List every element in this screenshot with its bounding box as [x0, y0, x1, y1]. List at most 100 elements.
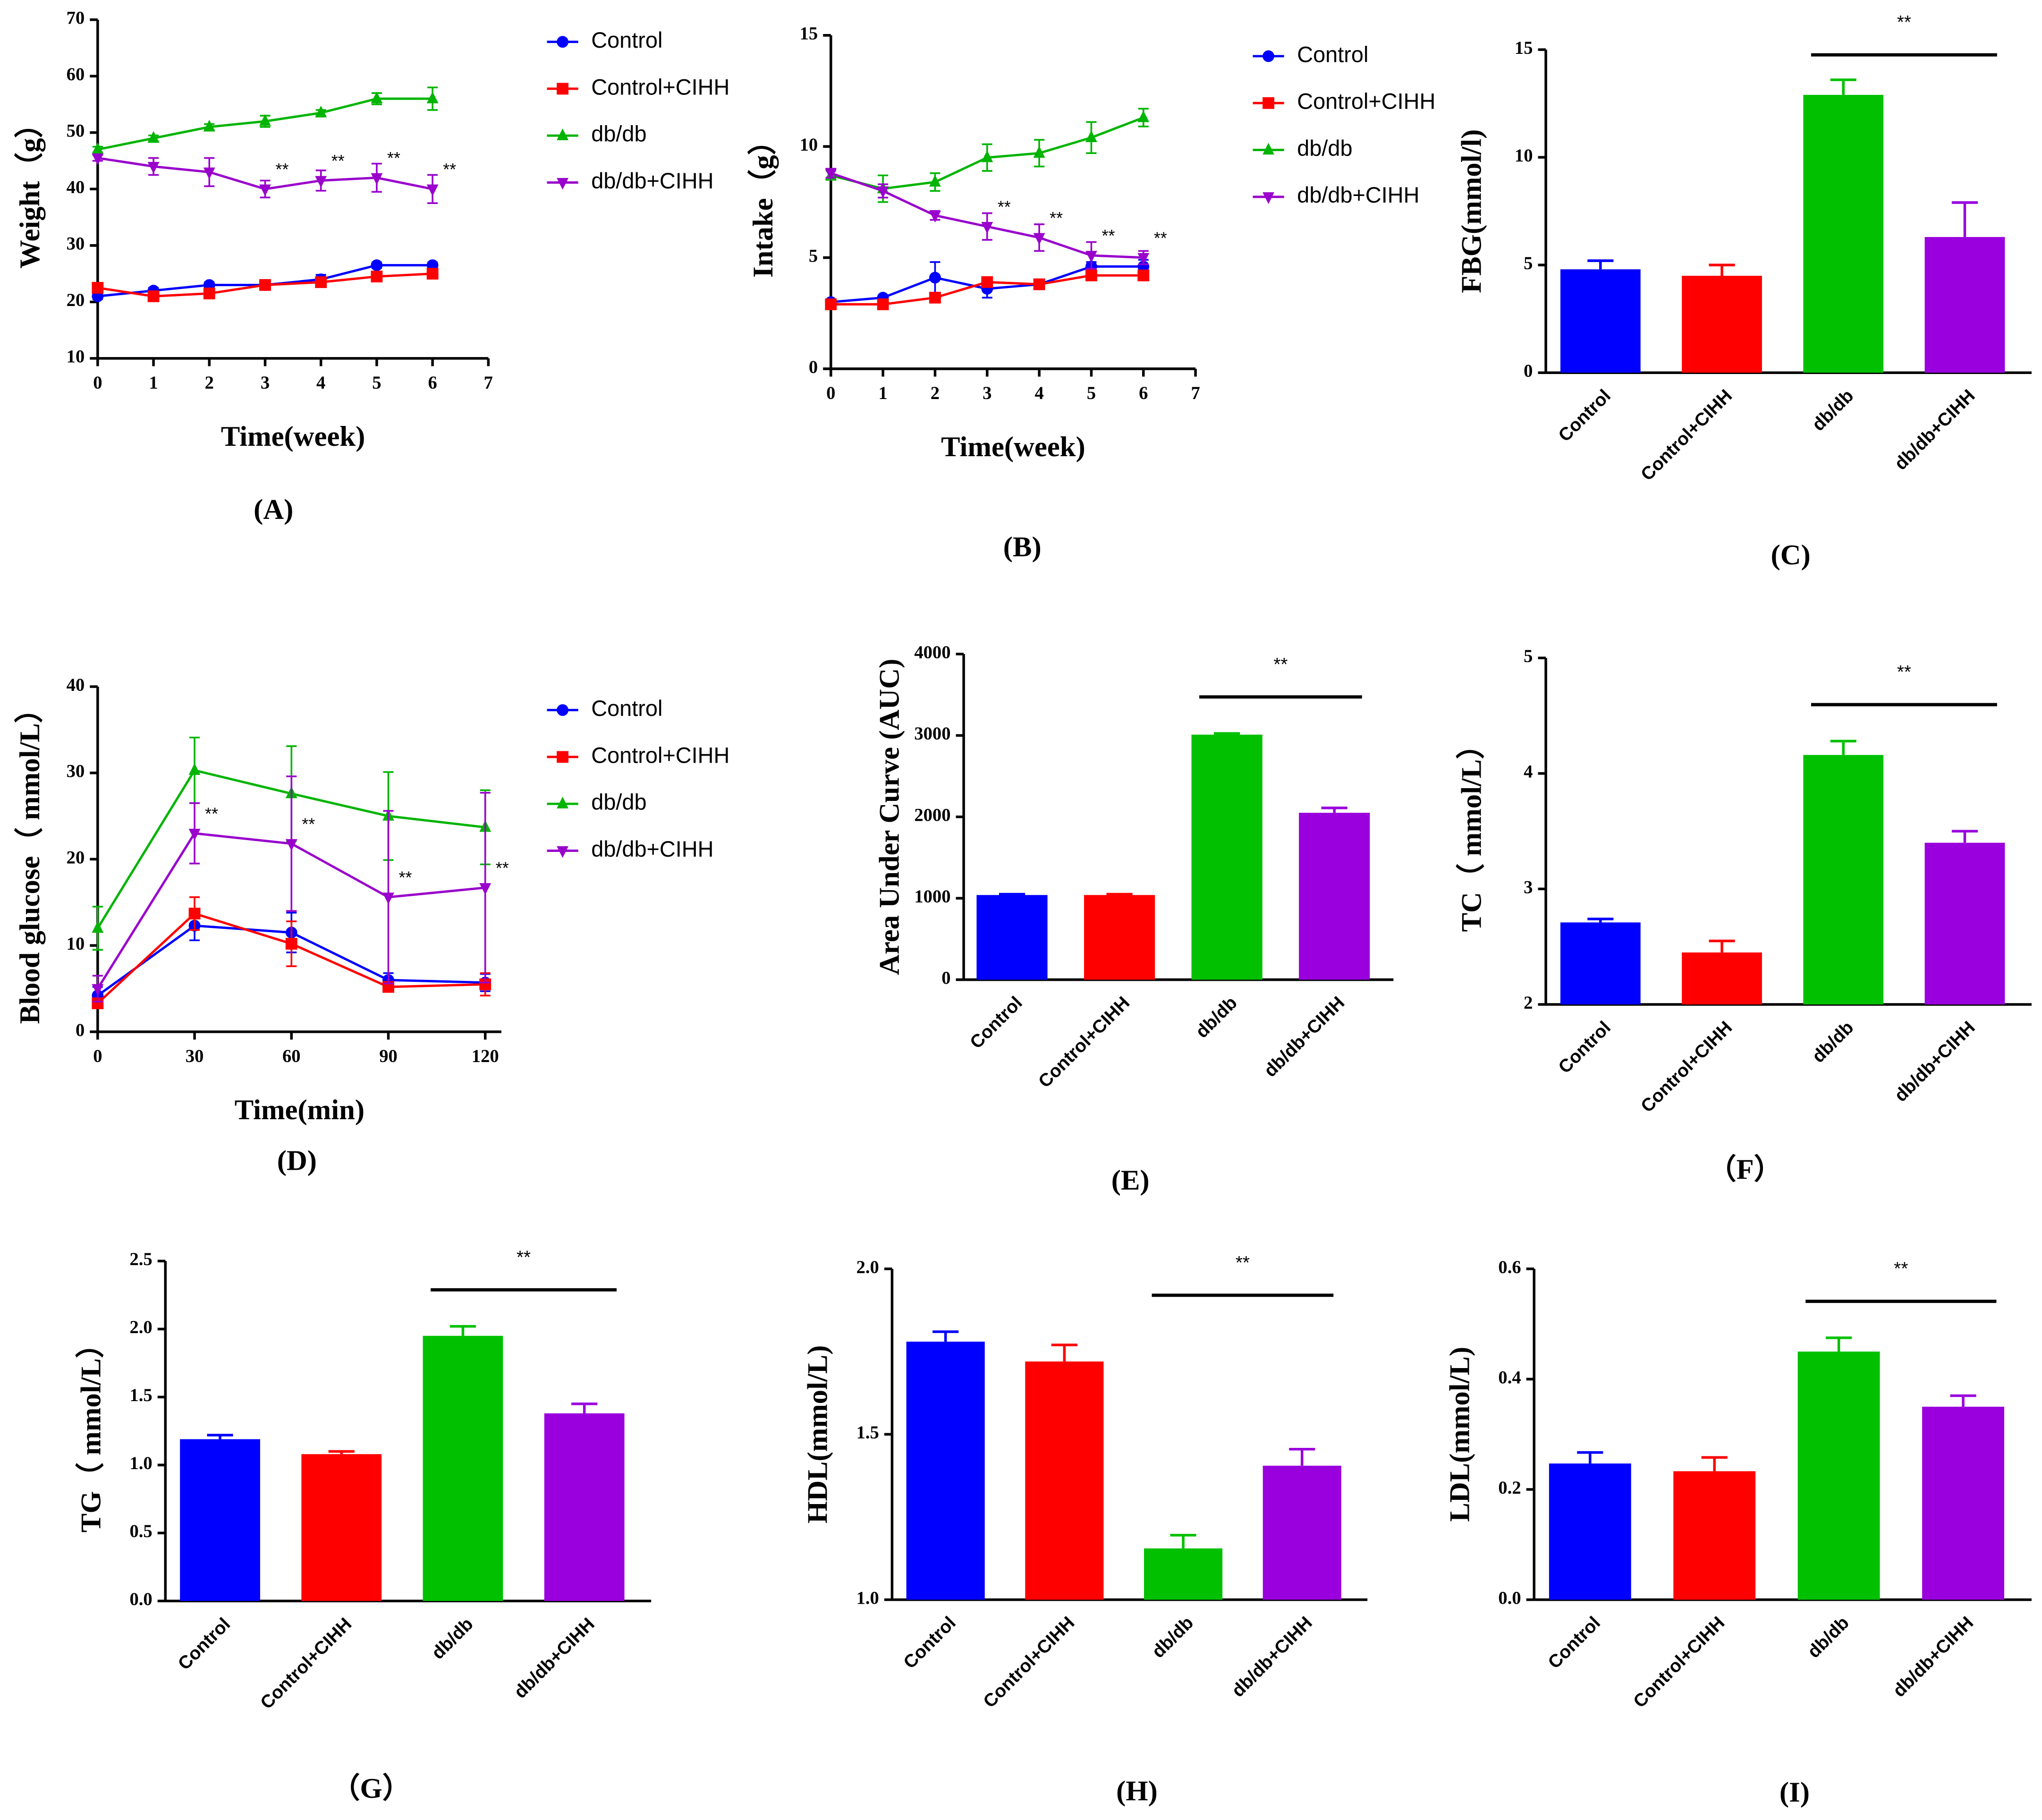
- error-bar: [1951, 830, 1978, 843]
- legend-label: db/db: [1297, 136, 1352, 161]
- legend-marker: [557, 83, 568, 95]
- error-bar: [1830, 78, 1856, 95]
- error-bar: [1709, 264, 1735, 276]
- error-bar: [1587, 259, 1614, 270]
- y-tick-label: 40: [67, 675, 85, 695]
- y-tick-label: 3: [1524, 877, 1533, 897]
- error-bar: [1106, 893, 1133, 896]
- legend-label: Control+CIHH: [591, 743, 729, 767]
- y-tick-label: 5: [1524, 646, 1533, 666]
- bar: [180, 1439, 260, 1601]
- bar: [1673, 1471, 1756, 1600]
- bar: [1191, 734, 1262, 980]
- y-tick-label: 0.4: [1498, 1368, 1521, 1387]
- legend-marker: [1262, 97, 1274, 109]
- y-tick-label: 40: [67, 178, 85, 197]
- error-bar: [1830, 740, 1856, 755]
- marker: [92, 921, 104, 933]
- marker: [981, 221, 993, 234]
- significance: **: [331, 152, 345, 170]
- legend-marker: [1262, 143, 1274, 155]
- significance: **: [443, 160, 456, 179]
- significance: **: [302, 815, 315, 833]
- legend-marker: [557, 751, 568, 763]
- y-tick-label: 60: [67, 65, 85, 85]
- y-tick-label: 4: [1524, 762, 1533, 782]
- marker: [825, 298, 837, 310]
- bar: [1144, 1548, 1223, 1600]
- y-tick-label: 20: [67, 848, 85, 867]
- error-bar: [1289, 1447, 1315, 1466]
- y-axis-label: FBG(mmol/l): [1456, 129, 1487, 293]
- x-tick-label: Control: [174, 1614, 234, 1674]
- panel-label: （G）: [331, 1772, 411, 1804]
- marker: [1085, 269, 1097, 281]
- x-tick-label: Control+CIHH: [979, 1613, 1078, 1712]
- marker: [1033, 278, 1045, 290]
- legend-marker: [557, 704, 568, 716]
- y-axis-label: TC（ mmol/L）: [1455, 731, 1487, 932]
- marker: [315, 105, 327, 118]
- bar: [1549, 1463, 1631, 1600]
- marker: [1137, 269, 1150, 281]
- marker: [203, 119, 215, 132]
- x-tick-label: db/db+CIHH: [1260, 993, 1348, 1081]
- legend-marker: [557, 128, 568, 140]
- marker: [188, 763, 201, 775]
- x-tick-label: Control: [899, 1613, 959, 1673]
- marker: [147, 131, 160, 143]
- marker: [203, 287, 215, 299]
- y-tick-label: 2000: [914, 806, 950, 825]
- panel-label: (E): [1111, 1165, 1150, 1196]
- bar: [544, 1413, 625, 1601]
- significance: **: [1273, 655, 1288, 675]
- y-tick-label: 2.5: [129, 1250, 152, 1269]
- marker: [877, 186, 889, 198]
- x-tick-label: Control+CIHH: [1629, 1613, 1728, 1712]
- error-bar: [1577, 1451, 1603, 1464]
- x-tick-label: db/db: [1808, 386, 1858, 435]
- y-tick-label: 4000: [914, 643, 950, 663]
- marker: [371, 91, 383, 103]
- x-tick-label: 2: [931, 383, 940, 403]
- x-axis-label: Time(week): [941, 431, 1085, 463]
- legend-label: db/db: [591, 790, 646, 815]
- x-tick-label: 4: [1034, 383, 1043, 403]
- x-tick-label: 30: [186, 1046, 204, 1066]
- error-bar: [449, 1325, 476, 1336]
- y-tick-label: 10: [1515, 146, 1533, 166]
- legend-marker: [1262, 192, 1274, 204]
- y-tick-label: 15: [800, 24, 818, 44]
- marker: [1033, 146, 1045, 158]
- significance: **: [1154, 229, 1167, 247]
- panel-label: (D): [277, 1145, 317, 1176]
- y-tick-label: 0: [1524, 361, 1533, 381]
- x-tick-label: Control+CIHH: [1637, 386, 1736, 485]
- significance: **: [1102, 227, 1115, 246]
- x-tick-label: 1: [149, 373, 158, 393]
- y-tick-label: 0: [809, 357, 818, 377]
- legend-label: Control+CIHH: [1297, 89, 1435, 114]
- marker: [981, 150, 993, 162]
- marker: [92, 142, 104, 154]
- error-bar: [1170, 1534, 1196, 1548]
- bar: [423, 1335, 503, 1601]
- error-bar: [1321, 807, 1347, 813]
- marker: [315, 176, 327, 188]
- marker: [929, 211, 941, 223]
- marker: [315, 276, 327, 288]
- error-bar: [571, 1402, 598, 1413]
- marker: [259, 279, 271, 291]
- significance: **: [998, 198, 1011, 217]
- y-axis-label: Area Under Curve (AUC): [873, 659, 905, 975]
- error-bar: [999, 893, 1025, 896]
- marker: [147, 290, 160, 302]
- error-bar: [1214, 732, 1240, 735]
- y-tick-label: 0.0: [129, 1590, 152, 1609]
- legend-label: db/db+CIHH: [1297, 183, 1419, 207]
- x-tick-label: Control+CIHH: [1637, 1017, 1736, 1116]
- bar: [1922, 1406, 2004, 1600]
- x-tick-label: 60: [282, 1046, 301, 1066]
